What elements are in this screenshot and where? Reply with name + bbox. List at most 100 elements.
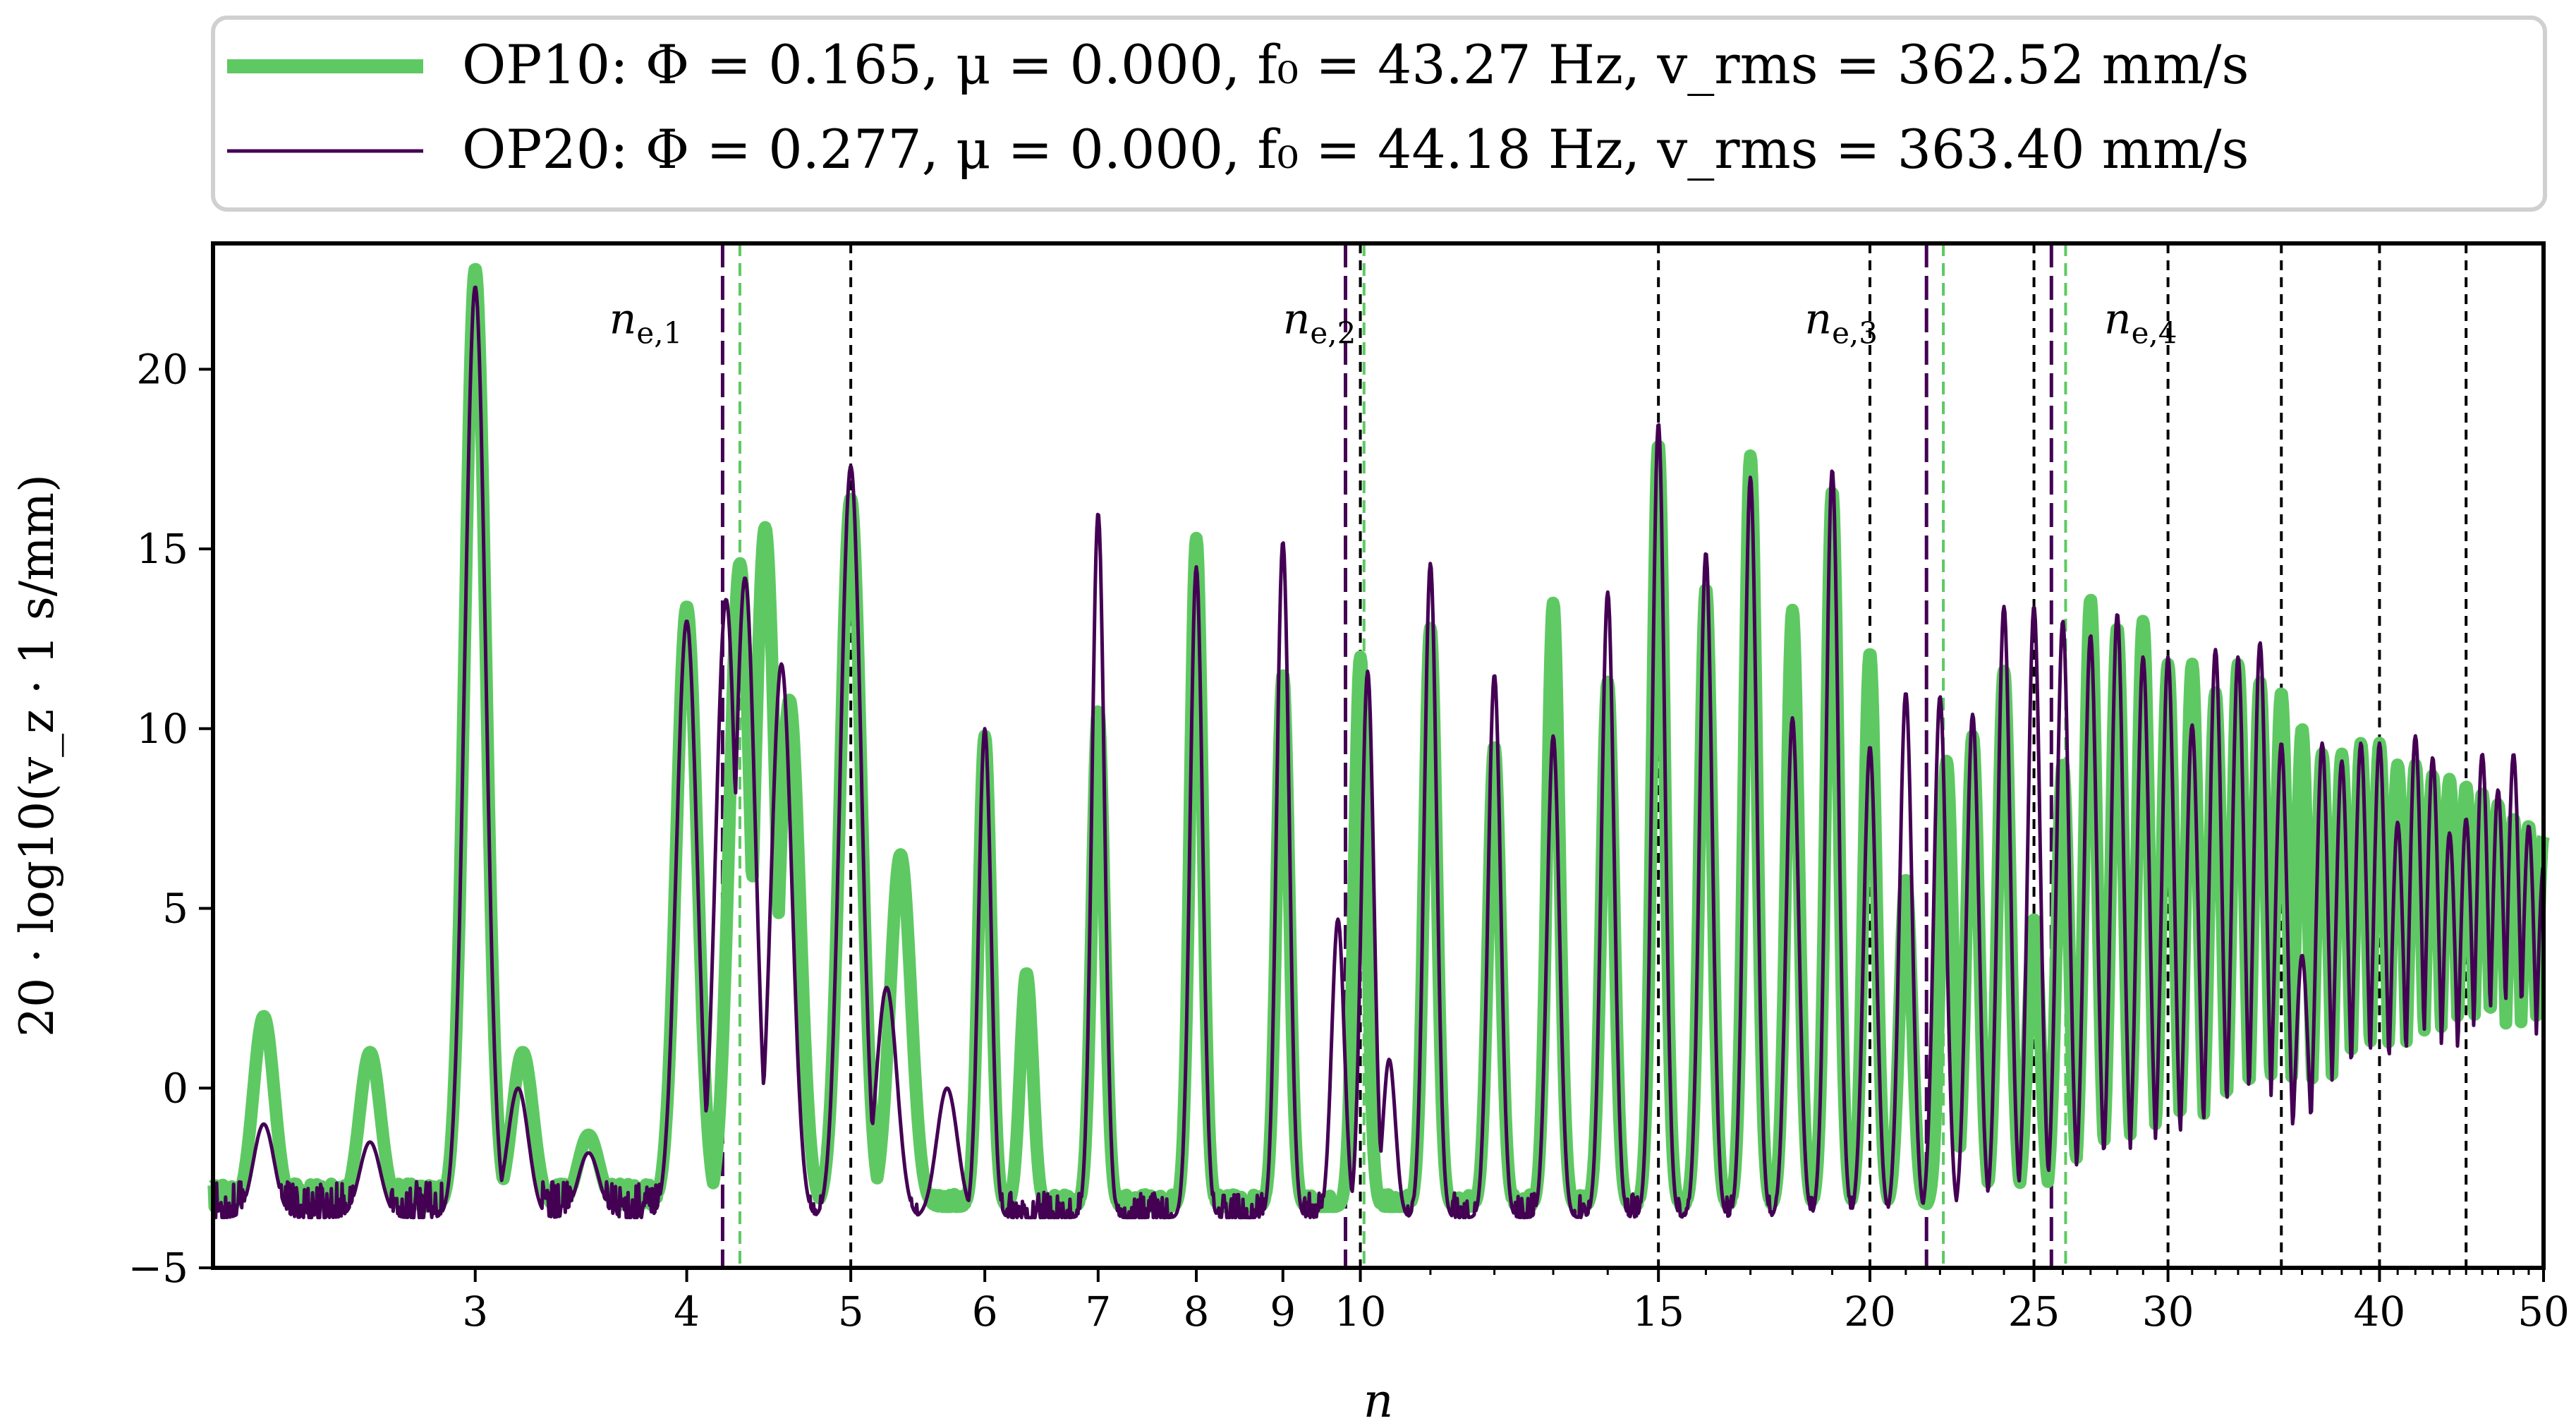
peak-op20 xyxy=(475,286,476,287)
peak-op20 xyxy=(2280,742,2282,744)
y-tick-label: 10 xyxy=(136,705,188,753)
peak-op20 xyxy=(1869,746,1871,747)
peak-op20 xyxy=(1098,512,1099,514)
y-tick-label: 15 xyxy=(136,525,188,573)
peak-op10 xyxy=(2341,753,2343,754)
x-tick-label: 3 xyxy=(462,1288,488,1336)
peak-op20 xyxy=(2528,825,2529,826)
peak-op10 xyxy=(1750,455,1751,456)
peak-op20 xyxy=(725,598,727,600)
peak-op20 xyxy=(1972,713,1974,715)
x-tick-label: 7 xyxy=(1085,1288,1111,1336)
peak-op10 xyxy=(765,526,766,528)
peak-op20 xyxy=(1367,670,1368,672)
peak-op20 xyxy=(1388,1059,1390,1060)
peak-op20 xyxy=(947,1087,948,1089)
peak-op10 xyxy=(2449,778,2450,780)
peak-op10 xyxy=(739,562,741,564)
x-tick-label: 6 xyxy=(972,1288,998,1336)
eigen-annotation: ne,1 xyxy=(609,294,683,350)
peak-op20 xyxy=(1430,562,1431,564)
peak-op20 xyxy=(1607,591,1608,593)
peak-op20 xyxy=(781,663,782,665)
legend-frame xyxy=(211,16,2547,212)
peak-op10 xyxy=(1026,972,1027,974)
x-tick-label: 25 xyxy=(2008,1288,2060,1336)
peak-op10 xyxy=(686,606,688,607)
eigen-lines xyxy=(720,243,2067,1268)
peak-op20 xyxy=(2237,656,2239,658)
y-tick-label: 0 xyxy=(162,1064,188,1112)
peak-op20 xyxy=(2117,613,2118,615)
peak-op10 xyxy=(1792,610,1793,611)
peak-op20 xyxy=(2341,761,2343,762)
legend: OP10: Φ = 0.165, μ = 0.000, f₀ = 43.27 H… xyxy=(211,16,2547,212)
peak-op10 xyxy=(588,1134,589,1135)
peak-op20 xyxy=(1282,541,1284,543)
peak-op10 xyxy=(1553,602,1554,603)
peak-op10 xyxy=(522,1051,523,1053)
peak-op10 xyxy=(2397,764,2398,766)
peak-op20 xyxy=(2090,634,2091,636)
peak-op10 xyxy=(1494,746,1495,747)
peak-op10 xyxy=(1098,710,1099,711)
peak-op20 xyxy=(2192,725,2193,726)
x-tick-label: 10 xyxy=(1335,1288,1387,1336)
peak-op10 xyxy=(2280,692,2282,694)
peak-op10 xyxy=(2259,682,2261,683)
peak-op20 xyxy=(2481,753,2483,754)
peak-op20 xyxy=(2397,821,2398,823)
peak-op20 xyxy=(1553,735,1554,737)
peak-op10 xyxy=(1282,674,1284,675)
peak-op10 xyxy=(850,498,851,500)
peak-op20 xyxy=(984,728,985,730)
peak-op20 xyxy=(2513,753,2514,754)
x-tick-label: 9 xyxy=(1270,1288,1296,1336)
peak-op10 xyxy=(1869,653,1871,654)
peak-op10 xyxy=(1946,761,1948,762)
peak-op20 xyxy=(517,1087,518,1089)
peak-op10 xyxy=(1196,538,1197,539)
peak-op10 xyxy=(2513,818,2514,819)
peak-op20 xyxy=(2449,833,2450,834)
peak-op10 xyxy=(1905,879,1907,881)
peak-op20 xyxy=(1832,469,1833,471)
peak-op10 xyxy=(263,1015,265,1017)
peak-op20 xyxy=(2034,606,2035,607)
peak-op20 xyxy=(2142,656,2144,658)
peak-op20 xyxy=(886,987,887,988)
peak-op20 xyxy=(2321,742,2323,744)
peak-op10 xyxy=(2062,764,2063,766)
eigen-annotation: ne,3 xyxy=(1804,294,1878,350)
peak-op20 xyxy=(263,1123,265,1125)
peak-op20 xyxy=(1792,718,1793,719)
x-tick-label: 40 xyxy=(2354,1288,2406,1336)
peak-op20 xyxy=(2414,735,2416,737)
peak-op10 xyxy=(2192,663,2193,665)
peak-op10 xyxy=(2142,620,2144,622)
x-axis: 3 4 5 6 7 8 9 10 15 20 25 30 40 50 xyxy=(462,1268,2570,1336)
peak-op20 xyxy=(2215,649,2216,651)
peak-op20 xyxy=(1939,696,1940,697)
series-op20 xyxy=(211,285,2546,1220)
y-tick-label: −5 xyxy=(128,1244,189,1292)
legend-label-op10: OP10: Φ = 0.165, μ = 0.000, f₀ = 43.27 H… xyxy=(462,33,2249,96)
peak-op10 xyxy=(1360,656,1361,658)
peak-op10 xyxy=(900,854,901,855)
y-axis: −5 0 5 10 15 20 xyxy=(128,345,213,1292)
peak-op20 xyxy=(1494,674,1495,675)
peak-op10 xyxy=(2003,670,2005,672)
axes-frame xyxy=(211,241,2546,1270)
x-tick-label: 4 xyxy=(674,1288,700,1336)
peak-op20 xyxy=(2378,742,2380,744)
peak-op20 xyxy=(1905,692,1907,694)
y-axis-title: 20 · log10(v_z · 1 s/mm) xyxy=(10,474,64,1037)
peak-op10 xyxy=(789,699,790,701)
x-tick-label: 15 xyxy=(1632,1288,1684,1336)
eigen-annotation: ne,2 xyxy=(1283,294,1356,350)
eigen-annotation: ne,4 xyxy=(2104,294,2177,350)
peak-op10 xyxy=(1607,682,1608,683)
peak-op20 xyxy=(1196,567,1197,568)
x-tick-label: 50 xyxy=(2517,1288,2570,1336)
